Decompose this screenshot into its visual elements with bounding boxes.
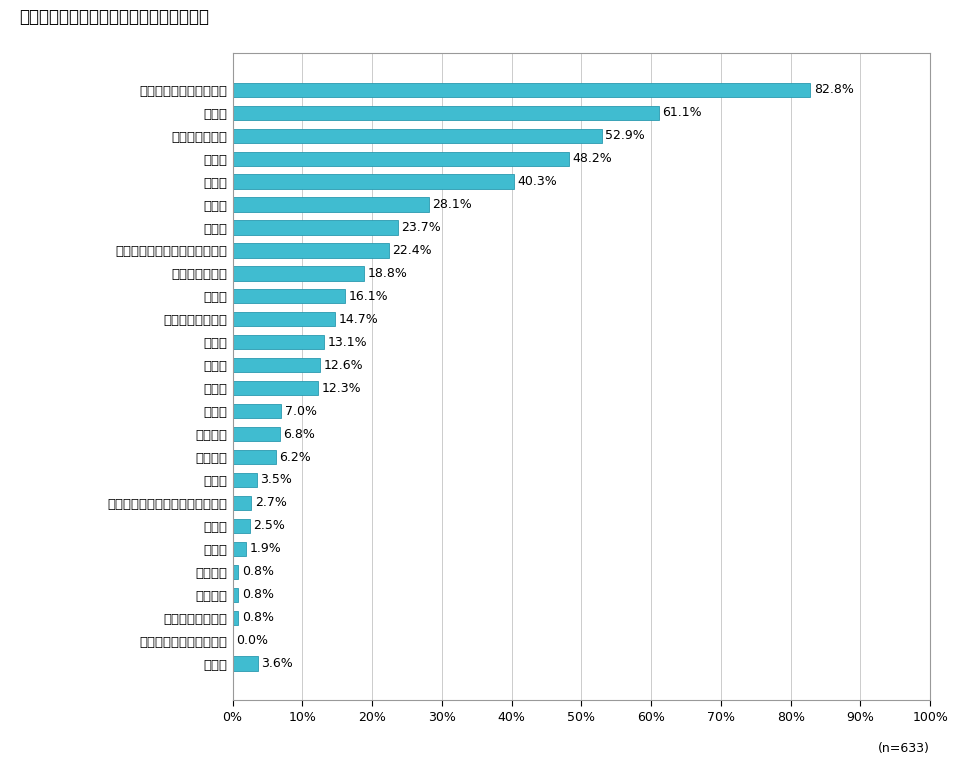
Text: 61.1%: 61.1% (663, 107, 702, 119)
Text: 3.5%: 3.5% (261, 473, 293, 486)
Text: 3.6%: 3.6% (262, 657, 293, 670)
Text: 6.8%: 6.8% (284, 428, 315, 441)
Bar (233, 610, 238, 625)
Text: 28.1%: 28.1% (432, 198, 472, 211)
Bar (233, 427, 280, 441)
Text: 12.6%: 12.6% (324, 358, 363, 371)
Bar (233, 587, 238, 602)
Bar (233, 221, 398, 234)
Text: 0.8%: 0.8% (241, 565, 273, 578)
Text: 7.0%: 7.0% (285, 405, 317, 418)
Text: 18.8%: 18.8% (367, 267, 407, 280)
Text: 22.4%: 22.4% (392, 244, 432, 257)
Bar (233, 450, 276, 464)
Text: 13.1%: 13.1% (328, 336, 367, 349)
Text: 2.7%: 2.7% (255, 496, 287, 509)
Text: 1.9%: 1.9% (249, 543, 281, 556)
Bar (233, 312, 335, 326)
Bar (233, 244, 389, 257)
Text: 6.2%: 6.2% (279, 451, 311, 463)
Text: (n=633): (n=633) (878, 742, 930, 755)
Text: 48.2%: 48.2% (573, 152, 612, 165)
Text: 16.1%: 16.1% (349, 290, 388, 303)
Text: 14.7%: 14.7% (338, 313, 378, 326)
Text: 0.0%: 0.0% (236, 634, 268, 647)
Bar (233, 266, 363, 281)
Text: 52.9%: 52.9% (605, 129, 645, 142)
Bar (233, 542, 246, 556)
Bar (233, 289, 345, 304)
Bar (233, 151, 569, 166)
Bar (233, 335, 324, 349)
Text: 12.3%: 12.3% (322, 382, 361, 395)
Text: 23.7%: 23.7% (401, 221, 441, 234)
Bar (233, 129, 602, 143)
Text: 【企業が選考するに際して重視した項目】: 【企業が選考するに際して重視した項目】 (19, 8, 209, 26)
Bar (233, 496, 251, 510)
Bar (233, 83, 810, 97)
Text: 0.8%: 0.8% (241, 588, 273, 601)
Text: 82.8%: 82.8% (814, 83, 854, 97)
Text: 0.8%: 0.8% (241, 611, 273, 624)
Text: 2.5%: 2.5% (254, 520, 285, 533)
Bar (233, 565, 238, 579)
Bar (233, 657, 258, 670)
Bar (233, 358, 321, 372)
Text: 40.3%: 40.3% (517, 175, 557, 188)
Bar (233, 404, 281, 419)
Bar (233, 381, 319, 395)
Bar (233, 106, 659, 119)
Bar (233, 174, 514, 189)
Bar (233, 519, 250, 533)
Bar (233, 197, 428, 212)
Bar (233, 473, 257, 487)
